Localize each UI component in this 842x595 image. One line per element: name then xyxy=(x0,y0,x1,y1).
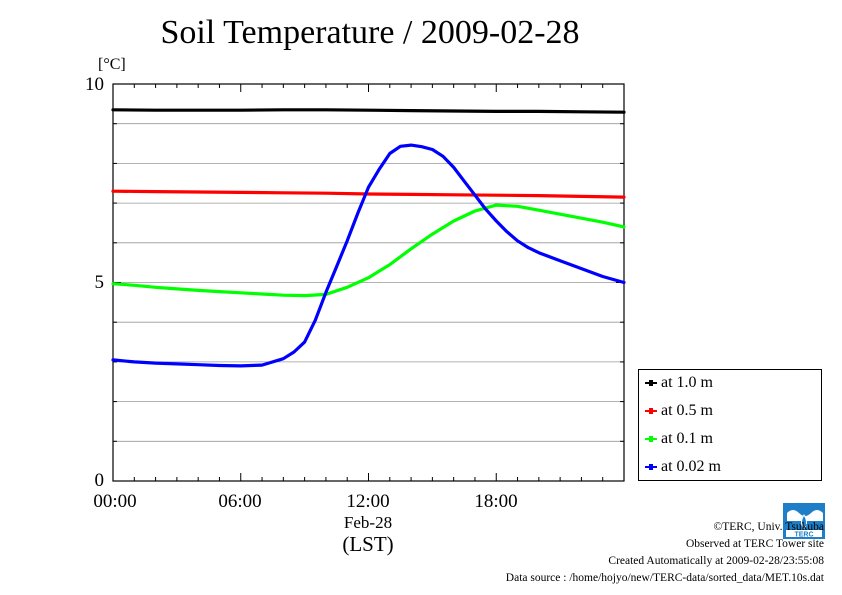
legend-label: at 0.1 m xyxy=(661,430,713,447)
legend-item: at 1.0 m xyxy=(645,371,713,395)
legend-label: at 0.02 m xyxy=(661,458,721,475)
y-tick-label: 0 xyxy=(94,470,105,491)
legend-label: at 0.5 m xyxy=(661,402,713,419)
legend-label: at 1.0 m xyxy=(661,374,713,391)
legend-swatch xyxy=(645,380,657,386)
series-line xyxy=(111,203,626,298)
x-axis-label: (LST) xyxy=(342,532,394,556)
logo-text: TERC xyxy=(794,531,813,538)
series-line xyxy=(111,108,626,114)
data-source-text: Data source : /home/hojyo/new/TERC-data/… xyxy=(505,572,824,584)
created-text: Created Automatically at 2009-02-28/23:5… xyxy=(608,555,824,567)
chart-title: Soil Temperature / 2009-02-28 xyxy=(160,14,580,51)
legend-swatch xyxy=(645,464,657,470)
observed-text: Observed at TERC Tower site xyxy=(685,538,824,550)
legend-item: at 0.5 m xyxy=(645,399,713,423)
x-tick-label: 12:00 xyxy=(346,491,390,512)
x-tick-label: 00:00 xyxy=(93,491,137,512)
y-tick-label: 10 xyxy=(85,74,104,95)
x-tick-label: 06:00 xyxy=(218,491,262,512)
copyright-text: ©TERC, Univ. Tsukuba xyxy=(713,521,824,533)
legend-item: at 0.1 m xyxy=(645,427,713,451)
terc-logo-icon: TERC xyxy=(783,503,825,539)
legend: at 1.0 m at 0.5 m at 0.1 m at 0.02 m xyxy=(638,369,822,481)
series-line xyxy=(111,143,626,368)
y-tick-label: 5 xyxy=(94,272,105,293)
legend-swatch xyxy=(645,436,657,442)
series-line xyxy=(111,189,626,199)
legend-item: at 0.02 m xyxy=(645,455,721,479)
x-tick-label: 18:00 xyxy=(474,491,518,512)
y-axis-unit-label: [°C] xyxy=(98,56,126,73)
x-date-label: Feb-28 xyxy=(343,513,393,532)
legend-swatch xyxy=(645,408,657,414)
